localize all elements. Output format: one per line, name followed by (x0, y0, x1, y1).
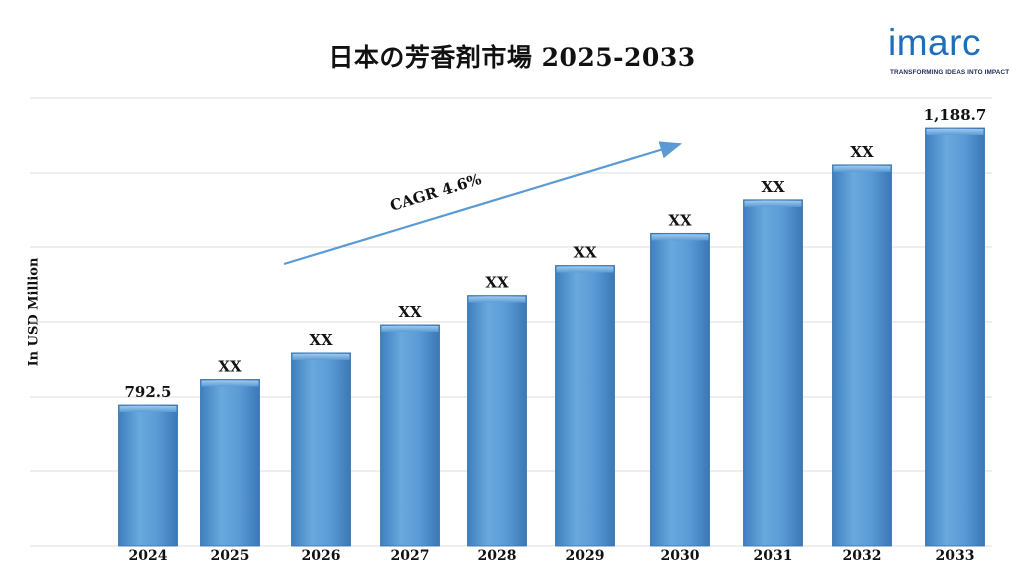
bar-value-label: XX (309, 331, 333, 349)
x-tick-label: 2031 (754, 548, 793, 564)
bar-cap (292, 353, 350, 360)
x-tick-label: 2032 (843, 548, 882, 564)
imarc-logo: imarc TRANSFORMING IDEAS INTO IMPACT (888, 22, 1018, 80)
x-tick-label: 2030 (661, 548, 700, 564)
bar-cap (201, 380, 259, 387)
bars (118, 127, 985, 547)
bar-2030 (650, 232, 710, 547)
bar-body (118, 404, 178, 547)
bar-2028 (467, 295, 527, 547)
bar-value-label: XX (398, 303, 422, 321)
x-tick-label: 2025 (211, 548, 250, 564)
bar-cap (556, 266, 614, 273)
x-tick-label: 2028 (478, 548, 517, 564)
bar-cap (381, 325, 439, 332)
bar-body (925, 127, 985, 547)
bar-body (832, 164, 892, 547)
bar-2031 (743, 199, 803, 547)
bar-value-label: 1,188.7 (924, 106, 987, 124)
logo-tagline: TRANSFORMING IDEAS INTO IMPACT (890, 69, 1010, 76)
cagr-arrow (283, 141, 683, 266)
bar-2025 (200, 379, 260, 547)
bar-body (555, 265, 615, 547)
bar-value-label: XX (485, 274, 509, 292)
bar-body (650, 232, 710, 547)
bar-2032 (832, 164, 892, 547)
bar-value-label: XX (850, 143, 874, 161)
bar-value-label: XX (761, 178, 785, 196)
bar-2029 (555, 265, 615, 547)
bar-cap (651, 234, 709, 241)
bar-2027 (380, 324, 440, 547)
bar-cap (926, 129, 984, 135)
bar-2033 (925, 127, 985, 547)
bar-2024 (118, 404, 178, 547)
x-tick-label: 2026 (302, 548, 341, 564)
x-axis-ticks: 2024 2025 2026 2027 2028 2029 2030 2031 2032 2033 (129, 548, 975, 564)
chart-title: 日本の芳香剤市場 2025-2033 (328, 43, 696, 72)
bar-body (380, 324, 440, 547)
bar-cap (468, 296, 526, 303)
x-tick-label: 2027 (391, 548, 430, 564)
bar-value-label: 792.5 (125, 383, 172, 401)
bar-value-label: XX (668, 211, 692, 229)
bar-value-label: XX (218, 357, 242, 375)
bar-2026 (291, 352, 351, 547)
bar-body (291, 352, 351, 547)
bar-cap (744, 200, 802, 207)
bar-body (467, 295, 527, 547)
bar-value-label: XX (573, 244, 597, 262)
bar-body (743, 199, 803, 547)
logo-wordmark: imarc (888, 22, 981, 63)
bar-value-labels: 792.5 XX XX XX XX XX XX XX XX 1,188.7 (125, 106, 987, 401)
x-tick-label: 2033 (936, 548, 975, 564)
x-tick-label: 2029 (566, 548, 605, 564)
x-tick-label: 2024 (129, 548, 168, 564)
bar-body (200, 379, 260, 547)
bar-cap (119, 406, 177, 412)
bar-cap (833, 165, 891, 172)
